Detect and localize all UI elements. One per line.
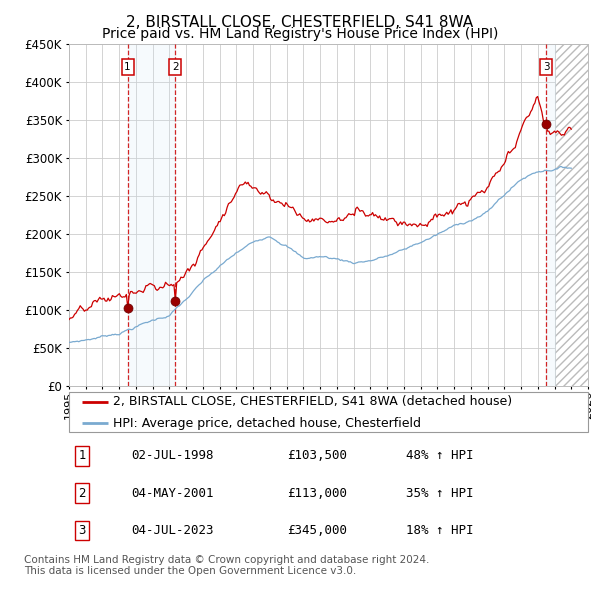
Text: 1: 1: [78, 450, 86, 463]
Text: 02-JUL-1998: 02-JUL-1998: [131, 450, 214, 463]
Text: Contains HM Land Registry data © Crown copyright and database right 2024.
This d: Contains HM Land Registry data © Crown c…: [24, 555, 430, 576]
Text: Price paid vs. HM Land Registry's House Price Index (HPI): Price paid vs. HM Land Registry's House …: [102, 27, 498, 41]
Text: 48% ↑ HPI: 48% ↑ HPI: [406, 450, 474, 463]
Text: 04-JUL-2023: 04-JUL-2023: [131, 524, 214, 537]
Bar: [128, 44, 175, 386]
Text: 04-MAY-2001: 04-MAY-2001: [131, 487, 214, 500]
Text: 3: 3: [543, 62, 550, 72]
Text: 1: 1: [124, 62, 131, 72]
Text: 35% ↑ HPI: 35% ↑ HPI: [406, 487, 474, 500]
Text: 2, BIRSTALL CLOSE, CHESTERFIELD, S41 8WA: 2, BIRSTALL CLOSE, CHESTERFIELD, S41 8WA: [127, 15, 473, 30]
Text: 2, BIRSTALL CLOSE, CHESTERFIELD, S41 8WA (detached house): 2, BIRSTALL CLOSE, CHESTERFIELD, S41 8WA…: [113, 395, 512, 408]
Text: HPI: Average price, detached house, Chesterfield: HPI: Average price, detached house, Ches…: [113, 417, 421, 430]
Text: 3: 3: [78, 524, 86, 537]
Text: £113,000: £113,000: [287, 487, 347, 500]
Bar: [546, 44, 554, 386]
Text: 18% ↑ HPI: 18% ↑ HPI: [406, 524, 474, 537]
Text: 2: 2: [78, 487, 86, 500]
Text: £345,000: £345,000: [287, 524, 347, 537]
Text: 2: 2: [172, 62, 178, 72]
FancyBboxPatch shape: [69, 392, 588, 432]
Text: £103,500: £103,500: [287, 450, 347, 463]
